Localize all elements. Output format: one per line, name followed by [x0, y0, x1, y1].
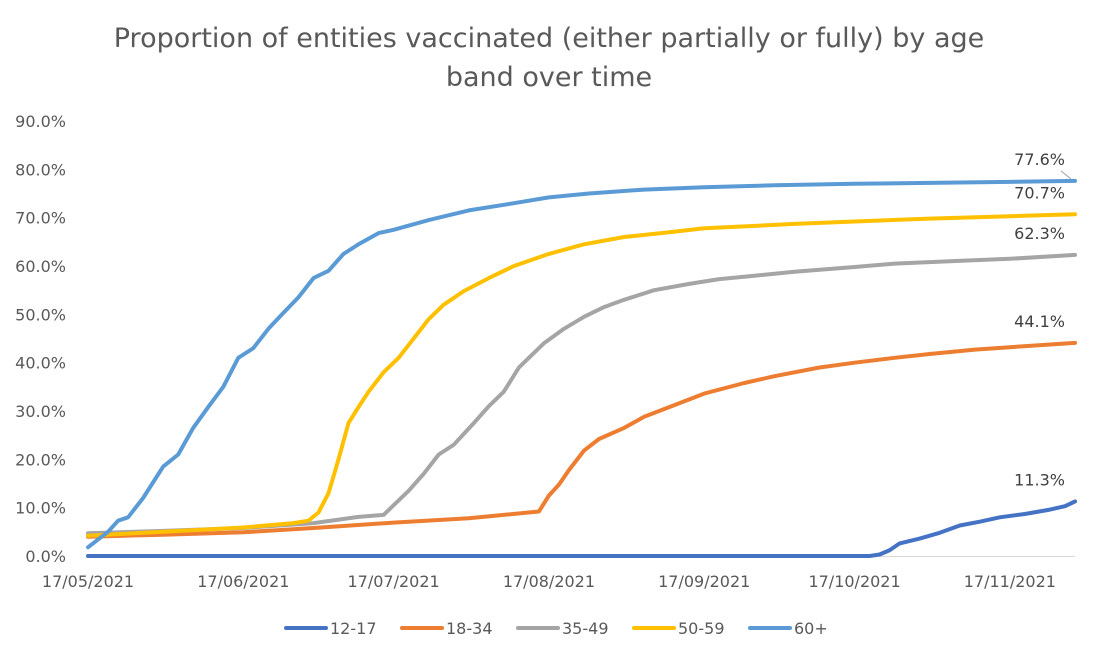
- y-tick-label: 60.0%: [15, 257, 66, 276]
- legend: 12-17 18-34 35-49 50-59 60+: [284, 619, 828, 638]
- series-line-60plus: [86, 178, 1077, 550]
- x-axis-ticks: 17/05/2021 17/06/2021 17/07/2021 17/08/2021…: [42, 572, 1056, 591]
- chart-title-line-2: band over time: [446, 62, 652, 93]
- end-label-60plus: 77.6%: [1014, 150, 1065, 169]
- end-label-35-49: 62.3%: [1014, 224, 1065, 243]
- end-label-50-59: 70.7%: [1014, 183, 1065, 202]
- y-axis-ticks: 0.0% 10.0% 20.0% 30.0% 40.0% 50.0% 60.0% 70.0% 8…: [15, 112, 66, 566]
- legend-item-50-59: 50-59: [632, 619, 725, 638]
- x-tick-label: 17/08/2021: [503, 572, 595, 591]
- y-tick-label: 40.0%: [15, 354, 66, 373]
- legend-item-60plus: 60+: [748, 619, 828, 638]
- y-tick-label: 20.0%: [15, 450, 66, 469]
- x-tick-label: 17/07/2021: [348, 572, 440, 591]
- y-tick-label: 70.0%: [15, 209, 66, 228]
- series-line-35-49: [86, 252, 1077, 536]
- legend-label: 50-59: [678, 619, 725, 638]
- series-line-18-34: [86, 340, 1077, 539]
- legend-label: 35-49: [562, 619, 609, 638]
- data-labels: 11.3% 44.1% 62.3% 70.7% 77.6%: [1014, 150, 1072, 489]
- y-tick-label: 80.0%: [15, 160, 66, 179]
- x-tick-label: 17/09/2021: [658, 572, 750, 591]
- y-tick-label: 30.0%: [15, 402, 66, 421]
- series-line-50-59: [86, 212, 1077, 538]
- x-tick-label: 17/05/2021: [42, 572, 134, 591]
- x-tick-label: 17/10/2021: [808, 572, 900, 591]
- leader-line: [1060, 170, 1072, 180]
- legend-item-35-49: 35-49: [516, 619, 609, 638]
- legend-label: 12-17: [330, 619, 377, 638]
- y-tick-label: 0.0%: [25, 547, 66, 566]
- legend-item-12-17: 12-17: [284, 619, 377, 638]
- end-label-12-17: 11.3%: [1014, 470, 1065, 489]
- series-lines: [86, 178, 1077, 558]
- y-tick-label: 10.0%: [15, 499, 66, 518]
- end-label-18-34: 44.1%: [1014, 312, 1065, 331]
- y-tick-label: 50.0%: [15, 305, 66, 324]
- x-tick-label: 17/06/2021: [197, 572, 289, 591]
- y-tick-label: 90.0%: [15, 112, 66, 131]
- series-line-12-17: [86, 499, 1077, 558]
- legend-item-18-34: 18-34: [400, 619, 493, 638]
- x-tick-label: 17/11/2021: [964, 572, 1056, 591]
- legend-label: 60+: [794, 619, 828, 638]
- legend-label: 18-34: [446, 619, 493, 638]
- chart-title-line-1: Proportion of entities vaccinated (eithe…: [114, 23, 985, 54]
